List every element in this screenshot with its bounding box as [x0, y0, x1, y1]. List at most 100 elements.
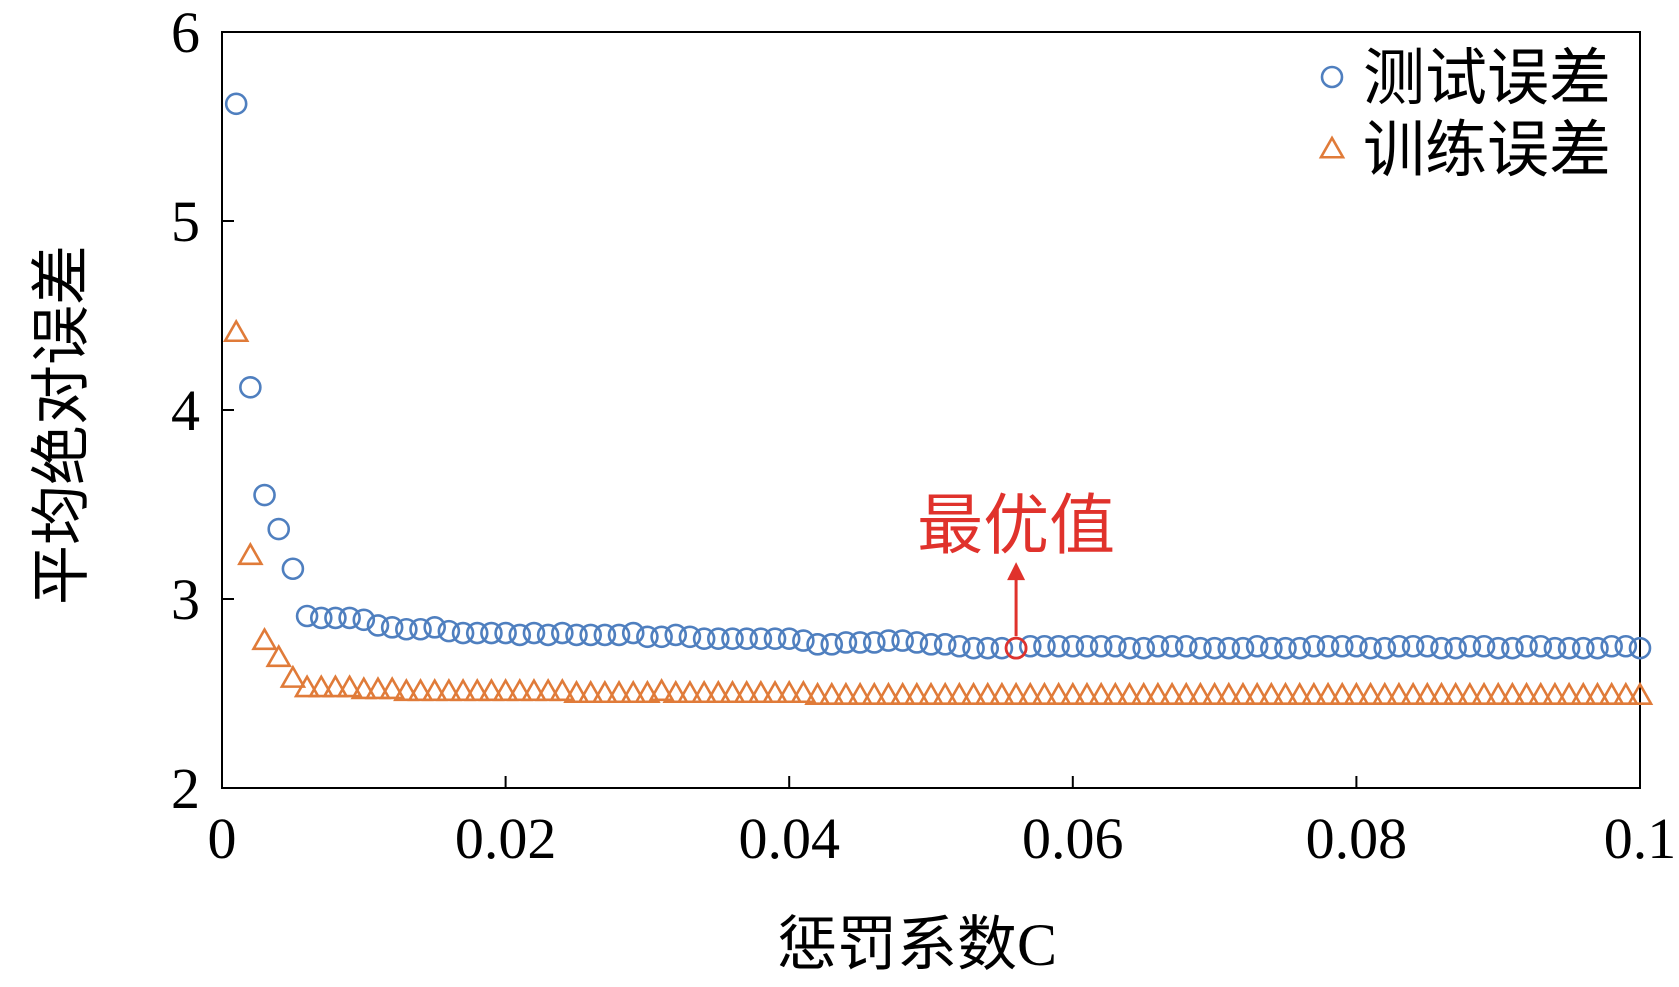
- triangle-point: [747, 679, 775, 704]
- triangle-point: [648, 677, 675, 702]
- triangle-point: [549, 677, 576, 702]
- circle-point: [1061, 634, 1085, 658]
- circle-point: [1189, 636, 1212, 660]
- y-tick-label: 3: [171, 567, 200, 632]
- triangle-point: [1258, 681, 1285, 705]
- circle-point: [1472, 634, 1496, 658]
- x-tick-label: 0.1: [1604, 806, 1677, 871]
- triangle-point: [393, 677, 420, 702]
- triangle-point: [705, 679, 732, 704]
- circle-point: [253, 483, 276, 507]
- triangle-point: [336, 674, 363, 698]
- circle-point: [451, 621, 475, 645]
- circle-point: [1600, 634, 1623, 658]
- triangle-point: [1073, 681, 1101, 705]
- triangle-point: [1300, 681, 1328, 705]
- circle-point: [494, 621, 517, 645]
- circle-point: [1330, 634, 1354, 658]
- circle-point: [1359, 636, 1382, 660]
- triangle-point: [889, 681, 916, 705]
- triangle-point: [1172, 681, 1200, 705]
- y-tick-label: 2: [171, 756, 200, 821]
- circle-point: [352, 608, 376, 632]
- circle-point: [1146, 634, 1170, 658]
- triangle-point: [478, 677, 505, 702]
- circle-point: [891, 629, 914, 652]
- triangle-point: [761, 679, 789, 704]
- triangle-point: [1059, 681, 1087, 705]
- x-tick-label: 0.02: [455, 806, 557, 871]
- circle-point: [919, 633, 943, 656]
- circle-point: [565, 623, 588, 647]
- triangle-point: [634, 679, 661, 704]
- triangle-point: [1584, 681, 1611, 705]
- circle-point: [380, 616, 404, 639]
- circle-point: [1501, 636, 1524, 660]
- triangle-point: [1031, 681, 1058, 705]
- triangle-point: [1626, 681, 1654, 705]
- circle-point: [749, 627, 773, 650]
- circle-point: [848, 631, 872, 654]
- circle-point: [1160, 634, 1184, 658]
- triangle-point: [903, 681, 931, 705]
- triangle-point: [988, 681, 1016, 705]
- circle-point: [1245, 634, 1269, 658]
- circle-point: [1458, 634, 1482, 658]
- triangle-point: [265, 643, 292, 668]
- circle-point: [1260, 636, 1283, 660]
- circle-point: [324, 606, 347, 630]
- circle-point: [536, 623, 560, 647]
- circle-point: [267, 517, 291, 541]
- circle-point: [1288, 636, 1311, 660]
- x-tick-label: 0.04: [738, 806, 840, 871]
- circle-point: [593, 623, 617, 647]
- triangle-point: [1612, 681, 1640, 705]
- circle-point: [1515, 634, 1538, 658]
- triangle-point: [591, 679, 619, 704]
- y-tick-label: 4: [171, 378, 200, 443]
- circle-point: [1543, 636, 1567, 660]
- triangle-point: [350, 676, 378, 700]
- triangle-point: [690, 679, 718, 704]
- triangle-point: [1158, 681, 1186, 705]
- circle-point: [295, 604, 319, 628]
- triangle-point: [1484, 681, 1512, 705]
- circle-point: [1203, 636, 1226, 660]
- circle-point: [806, 633, 829, 656]
- circle-point: [721, 627, 744, 650]
- legend-label: 训练误差: [1363, 117, 1611, 185]
- circle-point: [579, 623, 602, 647]
- triangle-point: [832, 681, 860, 705]
- x-tick-label: 0: [208, 806, 237, 871]
- triangle-point: [1314, 681, 1342, 705]
- circle-point: [1416, 634, 1439, 658]
- triangle-point: [237, 541, 264, 566]
- triangle-point: [960, 681, 987, 705]
- triangle-point: [1116, 681, 1143, 705]
- triangle-point: [435, 677, 463, 702]
- triangle-point: [1570, 681, 1597, 705]
- optimum-arrow-head: [1007, 562, 1026, 581]
- triangle-point: [1442, 681, 1469, 705]
- circle-point: [409, 617, 432, 641]
- triangle-point: [520, 677, 548, 702]
- circle-point: [1075, 634, 1099, 658]
- circle-point: [522, 621, 546, 645]
- triangle-point: [1513, 681, 1540, 705]
- circle-point: [366, 614, 390, 637]
- triangle-point: [662, 679, 690, 704]
- triangle-point: [804, 681, 831, 705]
- triangle-point: [846, 681, 874, 705]
- circle-point: [1302, 634, 1326, 658]
- triangle-point: [1555, 681, 1583, 705]
- circle-point: [1444, 636, 1467, 660]
- triangle-point: [1045, 681, 1072, 705]
- triangle-point: [563, 679, 590, 704]
- circle-point: [834, 631, 858, 654]
- circle-point: [1586, 636, 1609, 660]
- circle-point: [1628, 636, 1652, 660]
- circle-point: [636, 625, 659, 649]
- triangle-point: [1272, 681, 1299, 705]
